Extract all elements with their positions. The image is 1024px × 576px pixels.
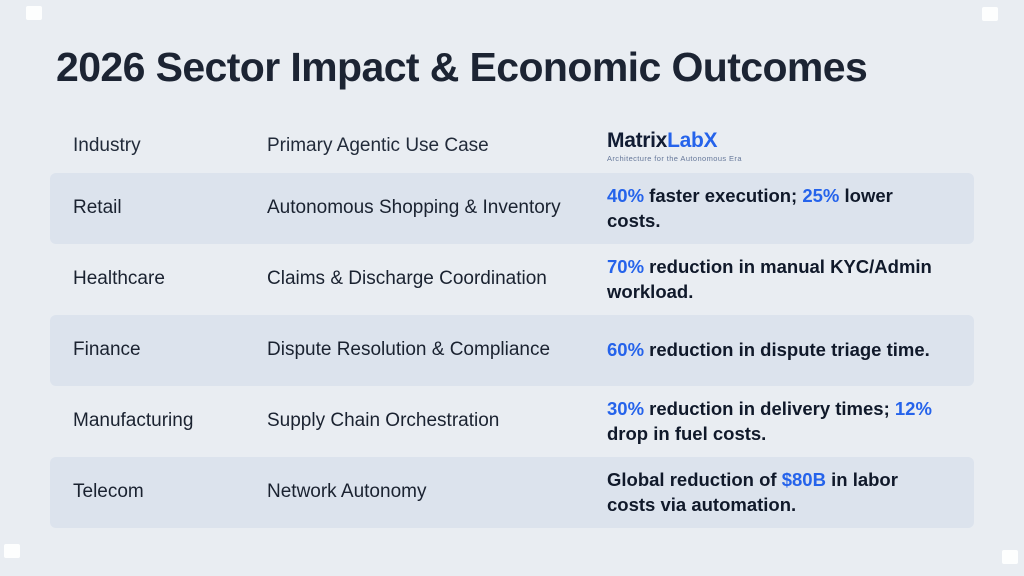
outcome-metric: 40% xyxy=(607,184,645,206)
outcome-text: faster execution; xyxy=(644,184,803,206)
use-case-cell: Autonomous Shopping & Inventory xyxy=(267,197,561,219)
outcome-metric: 60% xyxy=(607,339,645,361)
industry-cell: Retail xyxy=(73,197,122,219)
use-case-cell: Network Autonomy xyxy=(267,481,427,503)
outcome-metric: $80B xyxy=(781,468,826,490)
corner-mark xyxy=(1002,550,1018,564)
table-header-row: Industry Primary Agentic Use Case Matrix… xyxy=(50,119,974,173)
header-use-case: Primary Agentic Use Case xyxy=(267,134,489,156)
outcome-text: in labor costs via automation. xyxy=(607,468,898,515)
outcome-text: reduction in delivery times; xyxy=(644,397,895,419)
industry-cell: Manufacturing xyxy=(73,410,194,432)
industry-cell: Telecom xyxy=(73,481,144,503)
header-industry: Industry xyxy=(73,134,141,156)
industry-cell: Healthcare xyxy=(73,268,165,290)
outcome-text: lower costs. xyxy=(607,184,893,231)
corner-mark xyxy=(4,544,20,558)
logo-matrix-text: Matrix xyxy=(607,128,668,152)
industry-cell: Finance xyxy=(73,339,141,361)
outcome-cell: 70% reduction in manual KYC/Admin worklo… xyxy=(607,245,956,315)
table-row: Retail Autonomous Shopping & Inventory 40%… xyxy=(50,173,974,245)
table-row: Telecom Network Autonomy Global reduction … xyxy=(50,457,974,529)
use-case-cell: Supply Chain Orchestration xyxy=(267,410,500,432)
outcome-cell: Global reduction of $80B in labor costs … xyxy=(607,458,956,528)
sector-impact-table: Industry Primary Agentic Use Case Matrix… xyxy=(50,119,974,529)
page-title: 2026 Sector Impact & Economic Outcomes xyxy=(56,44,868,90)
outcome-cell: 60% reduction in dispute triage time. xyxy=(607,328,956,373)
use-case-cell: Claims & Discharge Coordination xyxy=(267,268,547,290)
outcome-cell: 40% faster execution; 25% lower costs. xyxy=(607,174,956,244)
logo-labx-text: LabX xyxy=(667,128,718,152)
outcome-text: reduction in manual KYC/Admin workload. xyxy=(607,255,932,302)
logo-wordmark: MatrixLabX xyxy=(607,129,956,152)
table-row: Healthcare Claims & Discharge Coordinatio… xyxy=(50,244,974,315)
outcome-metric: 25% xyxy=(802,184,840,206)
outcome-metric: 70% xyxy=(607,255,645,277)
outcome-text: drop in fuel costs. xyxy=(607,422,767,444)
outcome-metric: 12% xyxy=(894,397,932,419)
outcome-text: reduction in dispute triage time. xyxy=(644,339,930,361)
outcome-text: Global reduction of xyxy=(607,468,782,490)
use-case-cell: Dispute Resolution & Compliance xyxy=(267,339,551,361)
outcome-cell: 30% reduction in delivery times; 12% dro… xyxy=(607,387,956,457)
corner-mark xyxy=(982,7,998,21)
logo: MatrixLabX Architecture for the Autonomo… xyxy=(607,125,956,168)
table-row: Manufacturing Supply Chain Orchestration 3… xyxy=(50,386,974,457)
outcome-metric: 30% xyxy=(607,397,645,419)
table-row: Finance Dispute Resolution & Compliance 60… xyxy=(50,315,974,387)
corner-mark xyxy=(26,6,42,20)
table-body: Retail Autonomous Shopping & Inventory 40%… xyxy=(50,173,974,529)
logo-tagline: Architecture for the Autonomous Era xyxy=(607,153,742,163)
